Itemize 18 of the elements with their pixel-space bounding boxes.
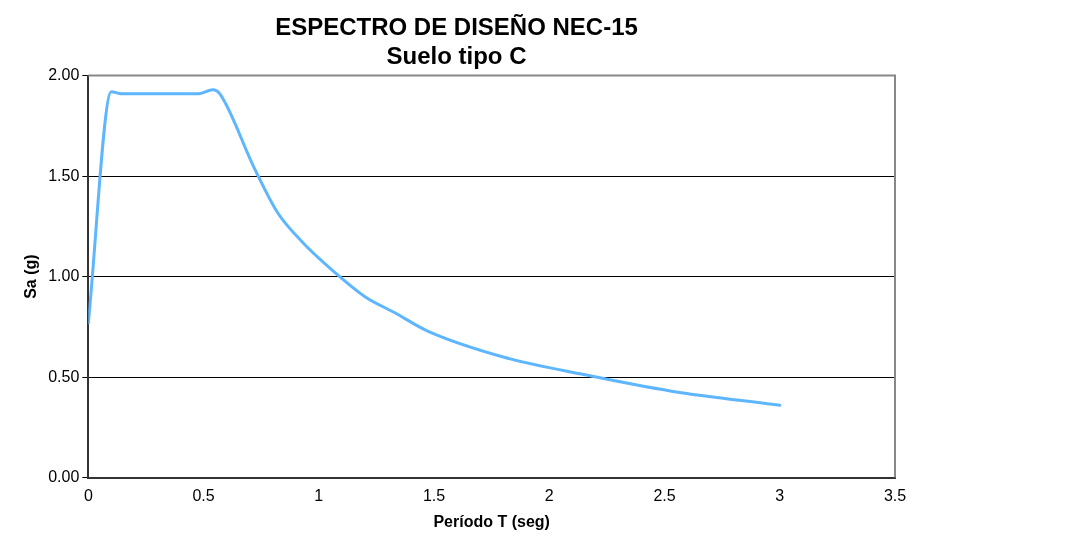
x-tick-label: 3 — [775, 486, 785, 504]
x-tick-label: 3.5 — [883, 486, 907, 504]
x-tick-label: 1 — [314, 486, 324, 504]
line-series — [88, 88, 782, 407]
y-axis-title: Sa (g) — [22, 254, 40, 299]
y-tick-label: 1.50 — [48, 166, 80, 184]
y-tick-label: 0.50 — [48, 367, 80, 385]
y-tick-label: 2.00 — [48, 66, 80, 84]
x-tick-label: 2.5 — [653, 486, 676, 504]
y-tick-label: 0.00 — [48, 468, 80, 486]
y-tick-label: 1.00 — [48, 267, 80, 285]
x-tick-label: 0.5 — [192, 486, 215, 504]
x-axis-title: Período T (seg) — [433, 512, 550, 530]
x-tick-label: 1.5 — [422, 486, 446, 504]
x-tick-label: 0 — [83, 486, 93, 504]
text: ESPECTRO DE DISEÑO NEC-15 — [275, 13, 638, 41]
text: Suelo tipo C — [386, 41, 527, 69]
x-tick-label: 2 — [544, 486, 554, 504]
